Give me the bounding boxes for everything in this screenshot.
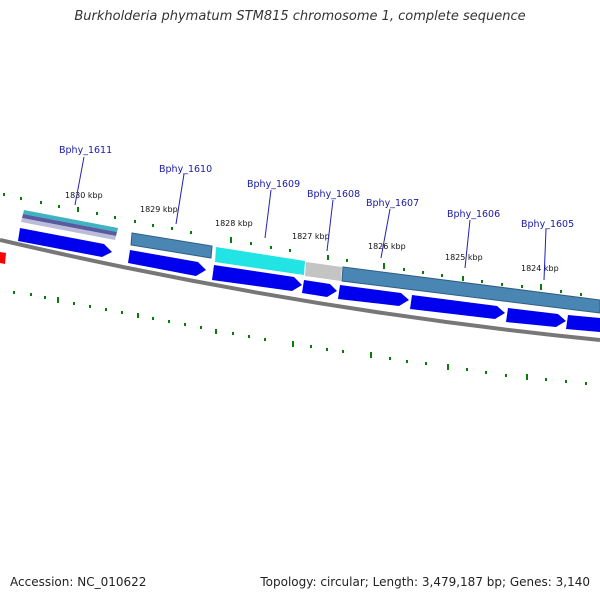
kbp-label: 1827 kbp — [292, 232, 330, 241]
kbp-label: 1829 kbp — [140, 205, 178, 214]
feature-segment-1610[interactable] — [130, 232, 213, 259]
gene-leaders — [74, 156, 547, 281]
cds-arrow-1607[interactable] — [338, 285, 409, 306]
cds-arrow-1608[interactable] — [302, 280, 337, 297]
cds-arrow-1606[interactable] — [410, 295, 505, 319]
feature-segment-1609[interactable] — [215, 247, 305, 275]
outer-tick-ring — [3, 193, 582, 296]
cds-arrow-next[interactable] — [566, 315, 600, 332]
gene-label-bphy-1608[interactable]: Bphy_1608 — [307, 189, 360, 200]
feature-band — [21, 210, 600, 314]
kbp-label: 1824 kbp — [521, 264, 559, 273]
gene-label-bphy-1605[interactable]: Bphy_1605 — [521, 219, 574, 230]
backbone-ring — [0, 238, 600, 342]
kbp-label: 1830 kbp — [65, 191, 103, 200]
feature-segment-1611[interactable] — [23, 210, 118, 232]
cds-arrow-1610[interactable] — [128, 250, 206, 276]
inner-tick-ring — [13, 291, 587, 385]
kbp-label: 1828 kbp — [215, 219, 253, 228]
marker-red[interactable] — [0, 252, 6, 264]
cds-arrow-1609[interactable] — [212, 265, 302, 291]
gene-label-bphy-1610[interactable]: Bphy_1610 — [159, 164, 212, 175]
accession-text: Accession: NC_010622 — [10, 575, 147, 589]
feature-segment-1611-b[interactable] — [22, 214, 117, 236]
feature-segment-1608[interactable] — [305, 262, 342, 281]
feature-segment-1607-1605[interactable] — [341, 266, 600, 314]
map-title: Burkholderia phymatum STM815 chromosome … — [74, 9, 526, 24]
cds-track — [18, 228, 600, 332]
topology-text: Topology: circular; Length: 3,479,187 bp… — [260, 575, 590, 589]
kbp-label: 1826 kbp — [368, 242, 406, 251]
gene-label-bphy-1606[interactable]: Bphy_1606 — [447, 209, 500, 220]
kbp-labels: 1830 kbp 1829 kbp 1828 kbp 1827 kbp 1826… — [65, 191, 559, 273]
gene-labels: Bphy_1611 Bphy_1610 Bphy_1609 Bphy_1608 … — [59, 145, 574, 230]
kbp-label: 1825 kbp — [445, 253, 483, 262]
gene-label-bphy-1609[interactable]: Bphy_1609 — [247, 179, 300, 190]
cds-arrow-1605[interactable] — [506, 308, 566, 327]
gene-label-bphy-1607[interactable]: Bphy_1607 — [366, 198, 419, 209]
gene-label-bphy-1611[interactable]: Bphy_1611 — [59, 145, 112, 156]
cds-arrow-1611[interactable] — [18, 228, 112, 257]
feature-segment-1611-c[interactable] — [21, 218, 116, 240]
